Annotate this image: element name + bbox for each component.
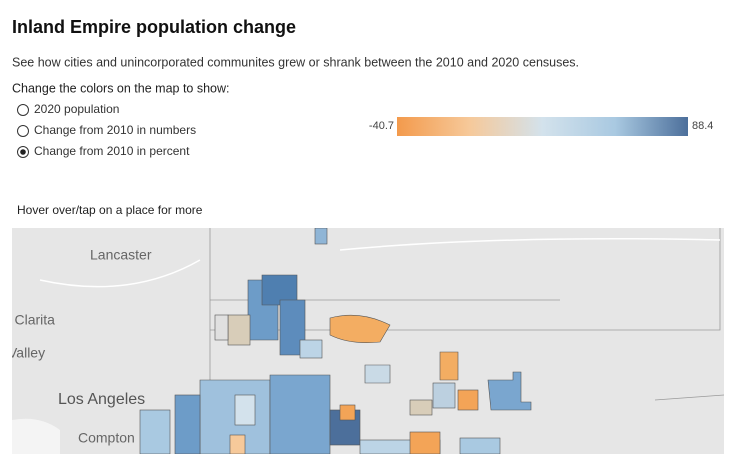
title: Inland Empire population change — [12, 17, 296, 37]
radio-group: 2020 population Change from 2010 in numbe… — [17, 102, 197, 158]
county-borders — [209, 228, 724, 454]
places — [139, 228, 532, 454]
radio-button[interactable] — [17, 125, 29, 137]
color-legend — [397, 117, 688, 136]
map: Lancaster Santa Clarita Valley Los Angel… — [0, 228, 724, 454]
radio-option[interactable]: Change from 2010 in numbers — [17, 123, 197, 137]
legend-max: 88.4 — [692, 120, 713, 132]
place-label: Lancaster — [90, 247, 152, 263]
radio-dot — [20, 149, 26, 155]
subtitle: See how cities and unincorporated commun… — [12, 55, 579, 69]
radio-button[interactable] — [17, 104, 29, 116]
radio-option[interactable]: Change from 2010 in percent — [17, 144, 191, 158]
place-label: Valley — [8, 345, 45, 361]
place-label: Compton — [78, 430, 135, 446]
legend-min: -40.7 — [369, 120, 394, 132]
control-label: Change the colors on the map to show: — [12, 81, 230, 95]
place-label: Santa Clarita — [0, 312, 55, 328]
radio-label: Change from 2010 in percent — [34, 144, 190, 158]
radio-option[interactable]: 2020 population — [17, 102, 120, 116]
roads — [39, 238, 721, 288]
radio-label: Change from 2010 in numbers — [34, 123, 196, 137]
radio-label: 2020 population — [34, 102, 119, 116]
ocean — [12, 418, 60, 454]
map-hint: Hover over/tap on a place for more — [17, 203, 203, 217]
place-label: Los Angeles — [58, 391, 145, 408]
